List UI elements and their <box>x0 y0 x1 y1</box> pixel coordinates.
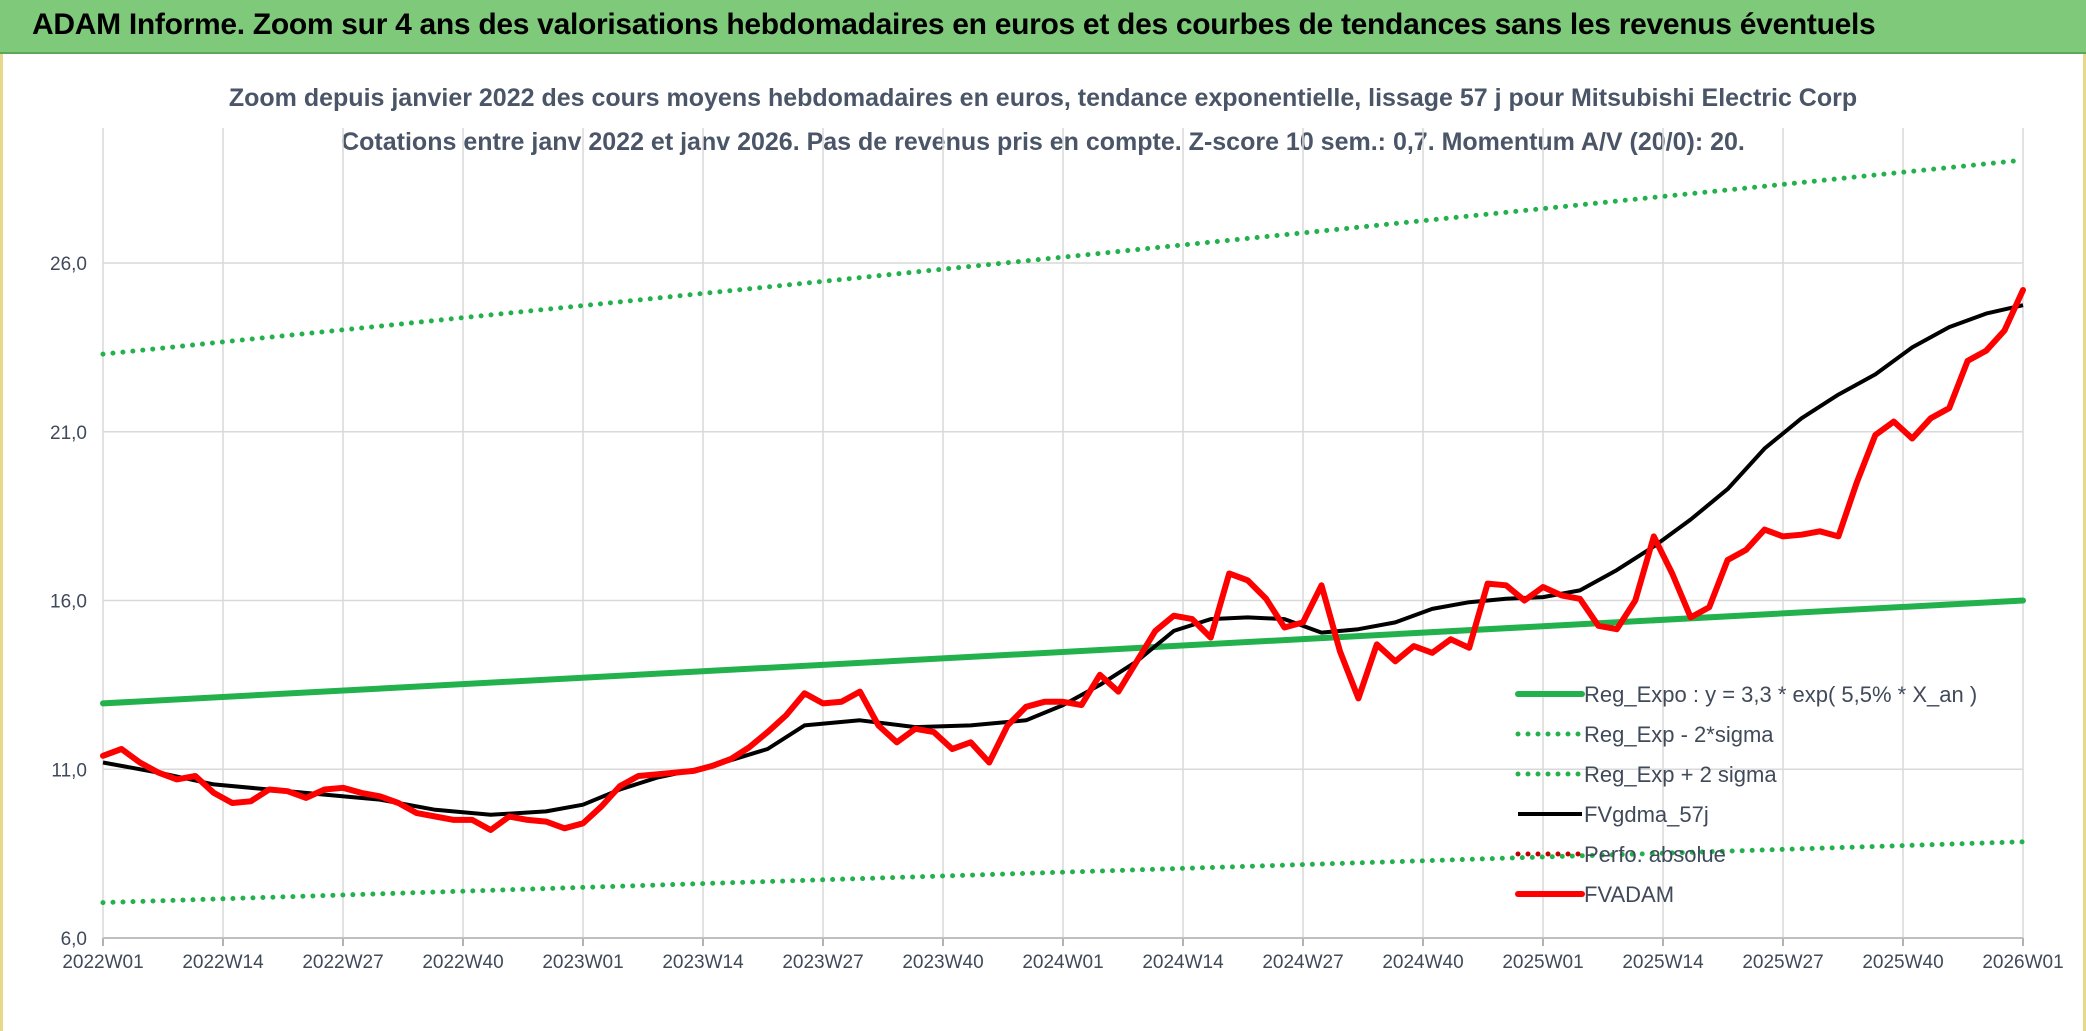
chart-title: Zoom depuis janvier 2022 des cours moyen… <box>228 84 1858 112</box>
x-tick-label: 2023W40 <box>902 952 983 973</box>
x-tick-label: 2024W40 <box>1382 952 1463 973</box>
x-tick-label: 2024W27 <box>1262 952 1343 973</box>
series-line-1 <box>100 839 2026 906</box>
x-tick-label: 2024W01 <box>1022 952 1103 973</box>
x-tick-label: 2023W27 <box>782 952 863 973</box>
chart-subtitle: Cotations entre janv 2022 et janv 2026. … <box>341 128 1745 156</box>
x-tick-label: 2026W01 <box>1982 952 2063 973</box>
x-tick-label: 2025W14 <box>1622 952 1704 973</box>
report-banner: ADAM Informe. Zoom sur 4 ans des valoris… <box>0 0 2086 54</box>
x-tick-label: 2025W40 <box>1862 952 1943 973</box>
x-tick-label: 2025W27 <box>1742 952 1823 973</box>
grid <box>102 128 2024 946</box>
x-tick-label: 2022W40 <box>422 952 503 973</box>
legend-label: Perfo. absolue <box>1584 842 1726 867</box>
legend-label: Reg_Exp - 2*sigma <box>1584 722 1774 747</box>
x-tick-label: 2023W14 <box>662 952 744 973</box>
series-line-0 <box>100 597 2026 707</box>
chart-frame <box>0 54 2086 1031</box>
series-line-3 <box>102 303 2024 817</box>
x-tick-label: 2022W14 <box>182 952 264 973</box>
y-tick-label: 6,0 <box>61 929 87 950</box>
x-tick-label: 2023W01 <box>542 952 623 973</box>
x-tick-label: 2022W27 <box>302 952 383 973</box>
x-tick-label: 2022W01 <box>62 952 143 973</box>
x-tick-label: 2024W14 <box>1142 952 1224 973</box>
y-tick-label: 16,0 <box>50 592 87 613</box>
series-line-2 <box>100 157 2026 357</box>
y-axis-ticks: 6,0 11,0 16,0 21,0 26,0 <box>50 254 87 950</box>
series-layer <box>100 157 2026 906</box>
legend: Reg_Expo : y = 3,3 * exp( 5,5% * X_an ) R… <box>1515 682 1977 907</box>
x-tick-label: 2025W01 <box>1502 952 1583 973</box>
legend-label: Reg_Exp + 2 sigma <box>1584 762 1777 787</box>
y-tick-label: 11,0 <box>51 760 87 781</box>
y-tick-label: 21,0 <box>50 423 87 444</box>
series-line-5 <box>100 287 2026 833</box>
report-title: ADAM Informe. Zoom sur 4 ans des valoris… <box>32 8 1876 41</box>
legend-label: Reg_Expo : y = 3,3 * exp( 5,5% * X_an ) <box>1584 682 1977 707</box>
x-axis-ticks: 2022W01 2022W14 2022W27 2022W40 2023W01 2023W… <box>62 952 2063 973</box>
legend-label: FVADAM <box>1584 882 1674 907</box>
legend-label: FVgdma_57j <box>1584 802 1709 827</box>
y-tick-label: 26,0 <box>50 254 87 275</box>
